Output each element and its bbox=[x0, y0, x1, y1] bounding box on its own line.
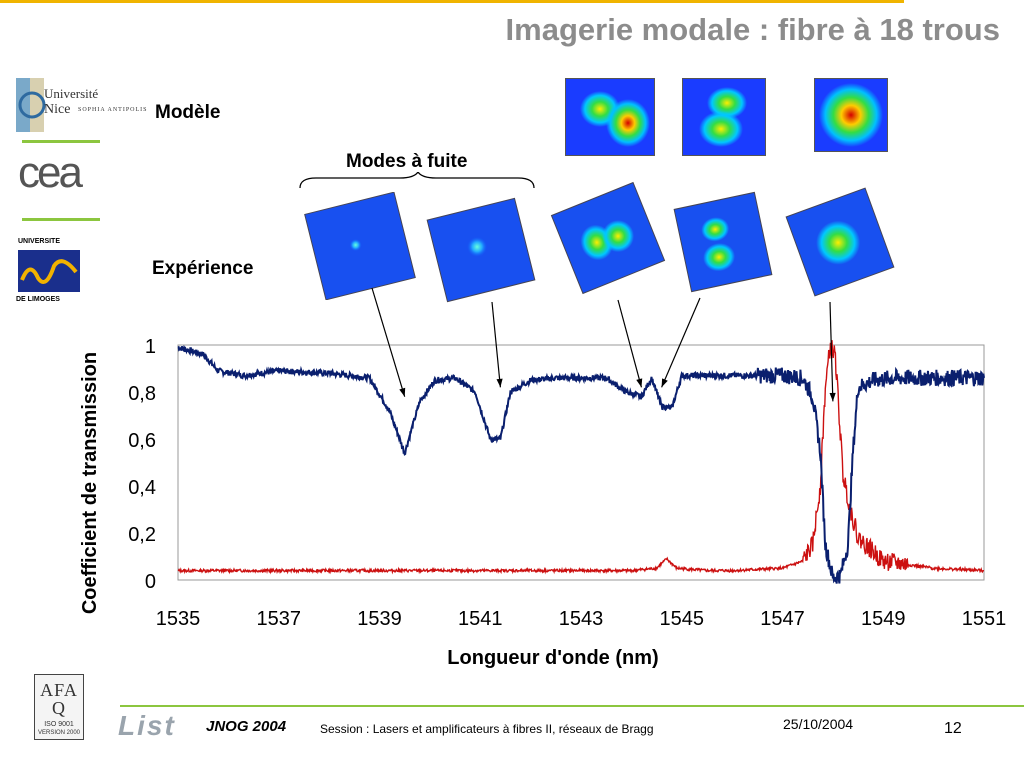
experiment-mode-image-3 bbox=[550, 181, 666, 295]
mode-arrow bbox=[491, 301, 501, 388]
footer-line bbox=[120, 705, 1024, 707]
logo-separator bbox=[22, 218, 100, 221]
limoges-top-text: UNIVERSITE bbox=[18, 238, 61, 245]
mode-arrow bbox=[617, 299, 643, 388]
x-tick-label: 1551 bbox=[962, 608, 1007, 630]
leaky-modes-brace bbox=[299, 172, 535, 189]
plot-area bbox=[177, 344, 985, 581]
list-logo: List bbox=[118, 710, 176, 741]
y-tick-label: 0 bbox=[145, 571, 156, 593]
experiment-mode-image-5 bbox=[785, 187, 895, 297]
unice-line1: Université bbox=[44, 86, 99, 101]
limoges-bottom-text: DE LIMOGES bbox=[16, 296, 60, 303]
arrow-head bbox=[496, 378, 503, 388]
footer-date: 25/10/2004 bbox=[783, 716, 854, 732]
arrow-head bbox=[399, 387, 406, 397]
slide-title: Imagerie modale : fibre à 18 trous bbox=[505, 12, 1000, 47]
limoges-emblem bbox=[18, 250, 80, 292]
x-tick-label: 1537 bbox=[257, 608, 302, 630]
x-tick-label: 1549 bbox=[861, 608, 906, 630]
experiment-mode-image-1 bbox=[304, 192, 416, 300]
unice-line3: SOPHIA ANTIPOLIS bbox=[78, 107, 148, 113]
x-axis-title: Longueur d'onde (nm) bbox=[447, 647, 658, 669]
afaq-letters: AFAQ bbox=[40, 680, 78, 718]
mode-arrow bbox=[661, 297, 701, 388]
mode-arrow bbox=[371, 287, 406, 397]
afaq-version: VERSION 2000 bbox=[37, 730, 81, 736]
label-leaky-modes: Modes à fuite bbox=[346, 151, 468, 172]
label-model: Modèle bbox=[155, 102, 221, 123]
logo-universite-nice: Université Nice SOPHIA ANTIPOLIS bbox=[14, 74, 154, 136]
footer-page-number: 12 bbox=[944, 720, 962, 737]
label-experience: Expérience bbox=[152, 258, 254, 279]
x-tick-label: 1535 bbox=[156, 608, 201, 630]
footer-session: Session : Lasers et amplificateurs à fib… bbox=[320, 722, 654, 736]
logo-universite-limoges: UNIVERSITE DE LIMOGES bbox=[12, 236, 92, 316]
y-tick-label: 0,2 bbox=[128, 524, 156, 546]
x-tick-label: 1547 bbox=[760, 608, 805, 630]
transmission-chart: 0 0,2 0,4 0,6 0,8 1 1535 1537 1539 1541 1543 1545 1… bbox=[79, 287, 1007, 669]
y-tick-label: 0,6 bbox=[128, 430, 156, 452]
x-tick-label: 1541 bbox=[458, 608, 503, 630]
x-tick-label: 1545 bbox=[660, 608, 705, 630]
logo-separator bbox=[22, 140, 100, 143]
afaq-iso: ISO 9001 bbox=[44, 721, 74, 728]
unice-emblem bbox=[16, 78, 46, 132]
y-tick-label: 1 bbox=[145, 336, 156, 358]
arrow-head bbox=[636, 378, 643, 388]
model-mode-image-1 bbox=[565, 78, 655, 156]
arrow-head bbox=[829, 392, 836, 402]
x-tick-label: 1543 bbox=[559, 608, 604, 630]
afaq-logo: AFAQ ISO 9001 VERSION 2000 bbox=[34, 674, 84, 740]
y-tick-label: 0,8 bbox=[128, 383, 156, 405]
arrow-head bbox=[661, 378, 668, 388]
y-tick-label: 0,4 bbox=[128, 477, 156, 499]
title-underline bbox=[0, 0, 904, 3]
experiment-mode-image-4 bbox=[673, 191, 773, 293]
mode-arrow bbox=[829, 301, 834, 402]
model-mode-image-2 bbox=[682, 78, 766, 156]
logo-cea: cea bbox=[18, 148, 83, 197]
y-axis-title: Coefficient de transmission bbox=[79, 352, 101, 614]
model-mode-image-3 bbox=[814, 78, 888, 152]
unice-line2: Nice bbox=[44, 102, 71, 117]
series-line-blue bbox=[177, 344, 985, 584]
footer-conference: JNOG 2004 bbox=[206, 718, 287, 735]
experiment-mode-image-2 bbox=[426, 197, 536, 303]
x-tick-label: 1539 bbox=[357, 608, 402, 630]
